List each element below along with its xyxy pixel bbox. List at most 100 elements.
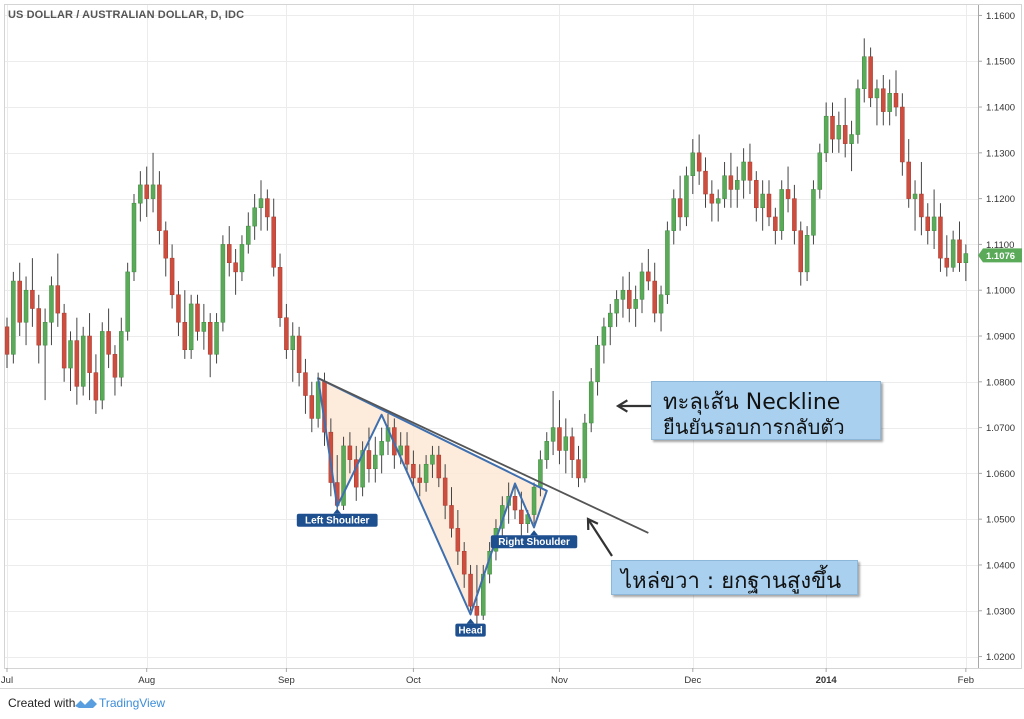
candle-body-up bbox=[23, 289, 29, 323]
candle-body-up bbox=[836, 125, 842, 140]
candle bbox=[595, 336, 600, 396]
candle-body-up bbox=[125, 271, 130, 332]
candle-body-up bbox=[614, 299, 619, 314]
candle-body-up bbox=[817, 152, 823, 190]
candle-body-down bbox=[881, 88, 886, 112]
candle-body-up bbox=[100, 331, 105, 401]
candle-body-up bbox=[258, 198, 264, 209]
candle-body-up bbox=[671, 198, 676, 231]
candle bbox=[303, 358, 308, 414]
candle bbox=[735, 166, 740, 208]
candle bbox=[849, 120, 854, 172]
candle-body-down bbox=[303, 372, 308, 396]
candle-body-down bbox=[569, 436, 575, 460]
candle-body-up bbox=[639, 271, 645, 300]
candle bbox=[766, 180, 772, 227]
candle bbox=[868, 47, 873, 108]
pattern-label-text: Head bbox=[458, 626, 482, 637]
candle-body-down bbox=[893, 93, 899, 108]
candle bbox=[690, 139, 696, 195]
candle-body-down bbox=[195, 303, 200, 332]
candle bbox=[61, 303, 67, 382]
candle bbox=[665, 221, 670, 304]
candle bbox=[271, 198, 276, 277]
candle-body-up bbox=[658, 294, 664, 314]
candle bbox=[461, 542, 467, 588]
candle bbox=[207, 313, 213, 378]
candle-body-up bbox=[550, 427, 556, 442]
tradingview-link[interactable]: TradingView bbox=[99, 696, 166, 710]
x-tick-label: Oct bbox=[406, 675, 421, 686]
candle-body-up bbox=[690, 152, 696, 176]
candle-body-up bbox=[608, 312, 613, 328]
candle bbox=[938, 203, 943, 272]
candle-body-up bbox=[601, 326, 607, 346]
candle bbox=[290, 322, 295, 382]
candle bbox=[138, 171, 143, 222]
candle-body-up bbox=[131, 202, 137, 273]
candle bbox=[785, 166, 791, 213]
candle bbox=[246, 212, 251, 254]
candle-body-up bbox=[779, 189, 784, 231]
candle bbox=[252, 194, 257, 240]
candle bbox=[608, 303, 613, 346]
candle-body-up bbox=[582, 422, 588, 479]
candle-body-down bbox=[442, 477, 448, 506]
candle-body-down bbox=[773, 216, 778, 231]
candle bbox=[74, 317, 80, 405]
pattern-label-box bbox=[296, 513, 378, 527]
candle-body-up bbox=[119, 331, 124, 378]
candle-body-down bbox=[436, 454, 442, 479]
candle-body-down bbox=[785, 189, 791, 199]
candle-body-up bbox=[855, 88, 861, 135]
candle-body-up bbox=[360, 450, 365, 488]
candle-body-up bbox=[963, 253, 969, 263]
candle bbox=[874, 79, 880, 126]
candle-body-down bbox=[74, 340, 80, 387]
candle-body-up bbox=[290, 335, 295, 350]
candle bbox=[550, 390, 556, 456]
candle bbox=[277, 253, 283, 327]
candle bbox=[233, 248, 238, 295]
candle-body-down bbox=[347, 445, 353, 460]
candle bbox=[23, 276, 29, 346]
candle-body-up bbox=[80, 335, 86, 387]
candle-body-up bbox=[246, 225, 251, 245]
candle bbox=[881, 74, 886, 126]
candle-body-up bbox=[862, 56, 867, 89]
candle bbox=[373, 436, 378, 483]
candle-body-down bbox=[709, 193, 715, 204]
candle-body-up bbox=[563, 436, 569, 451]
candle-body-up bbox=[665, 230, 670, 296]
candle-body-up bbox=[423, 463, 429, 483]
created-with-text: Created with bbox=[8, 696, 76, 710]
candle bbox=[842, 97, 848, 158]
candle-body-up bbox=[138, 184, 143, 204]
candle-body-down bbox=[728, 175, 734, 190]
candle-body-down bbox=[792, 198, 797, 231]
price-chart[interactable]: Left Shoulder Head Right Shoulder 1.1600 1.1… bbox=[0, 0, 1024, 688]
candle-body-up bbox=[544, 441, 549, 460]
candle-body-up bbox=[804, 235, 810, 273]
candle bbox=[798, 221, 803, 286]
candle bbox=[531, 482, 537, 524]
candle-body-down bbox=[868, 56, 873, 99]
candle-body-down bbox=[627, 289, 632, 309]
candle bbox=[544, 432, 549, 469]
tradingview-logo-icon[interactable] bbox=[73, 695, 99, 711]
candle bbox=[862, 38, 867, 103]
candle bbox=[430, 445, 435, 478]
y-tick-label: 1.1100 bbox=[986, 240, 1014, 251]
candle bbox=[925, 203, 930, 245]
head-shoulders-outline bbox=[317, 377, 548, 616]
candle bbox=[646, 248, 651, 291]
callout-line-1: ไหล่ขวา : ยกฐานสูงขึ้น bbox=[621, 569, 842, 594]
candle-body-down bbox=[455, 528, 461, 552]
candle-body-up bbox=[931, 216, 937, 231]
candle-body-down bbox=[957, 239, 962, 263]
candle bbox=[157, 171, 162, 245]
pattern-label-box bbox=[490, 535, 578, 549]
neckline-trendline bbox=[317, 377, 649, 534]
candle-body-down bbox=[61, 312, 67, 369]
candle bbox=[182, 290, 188, 359]
